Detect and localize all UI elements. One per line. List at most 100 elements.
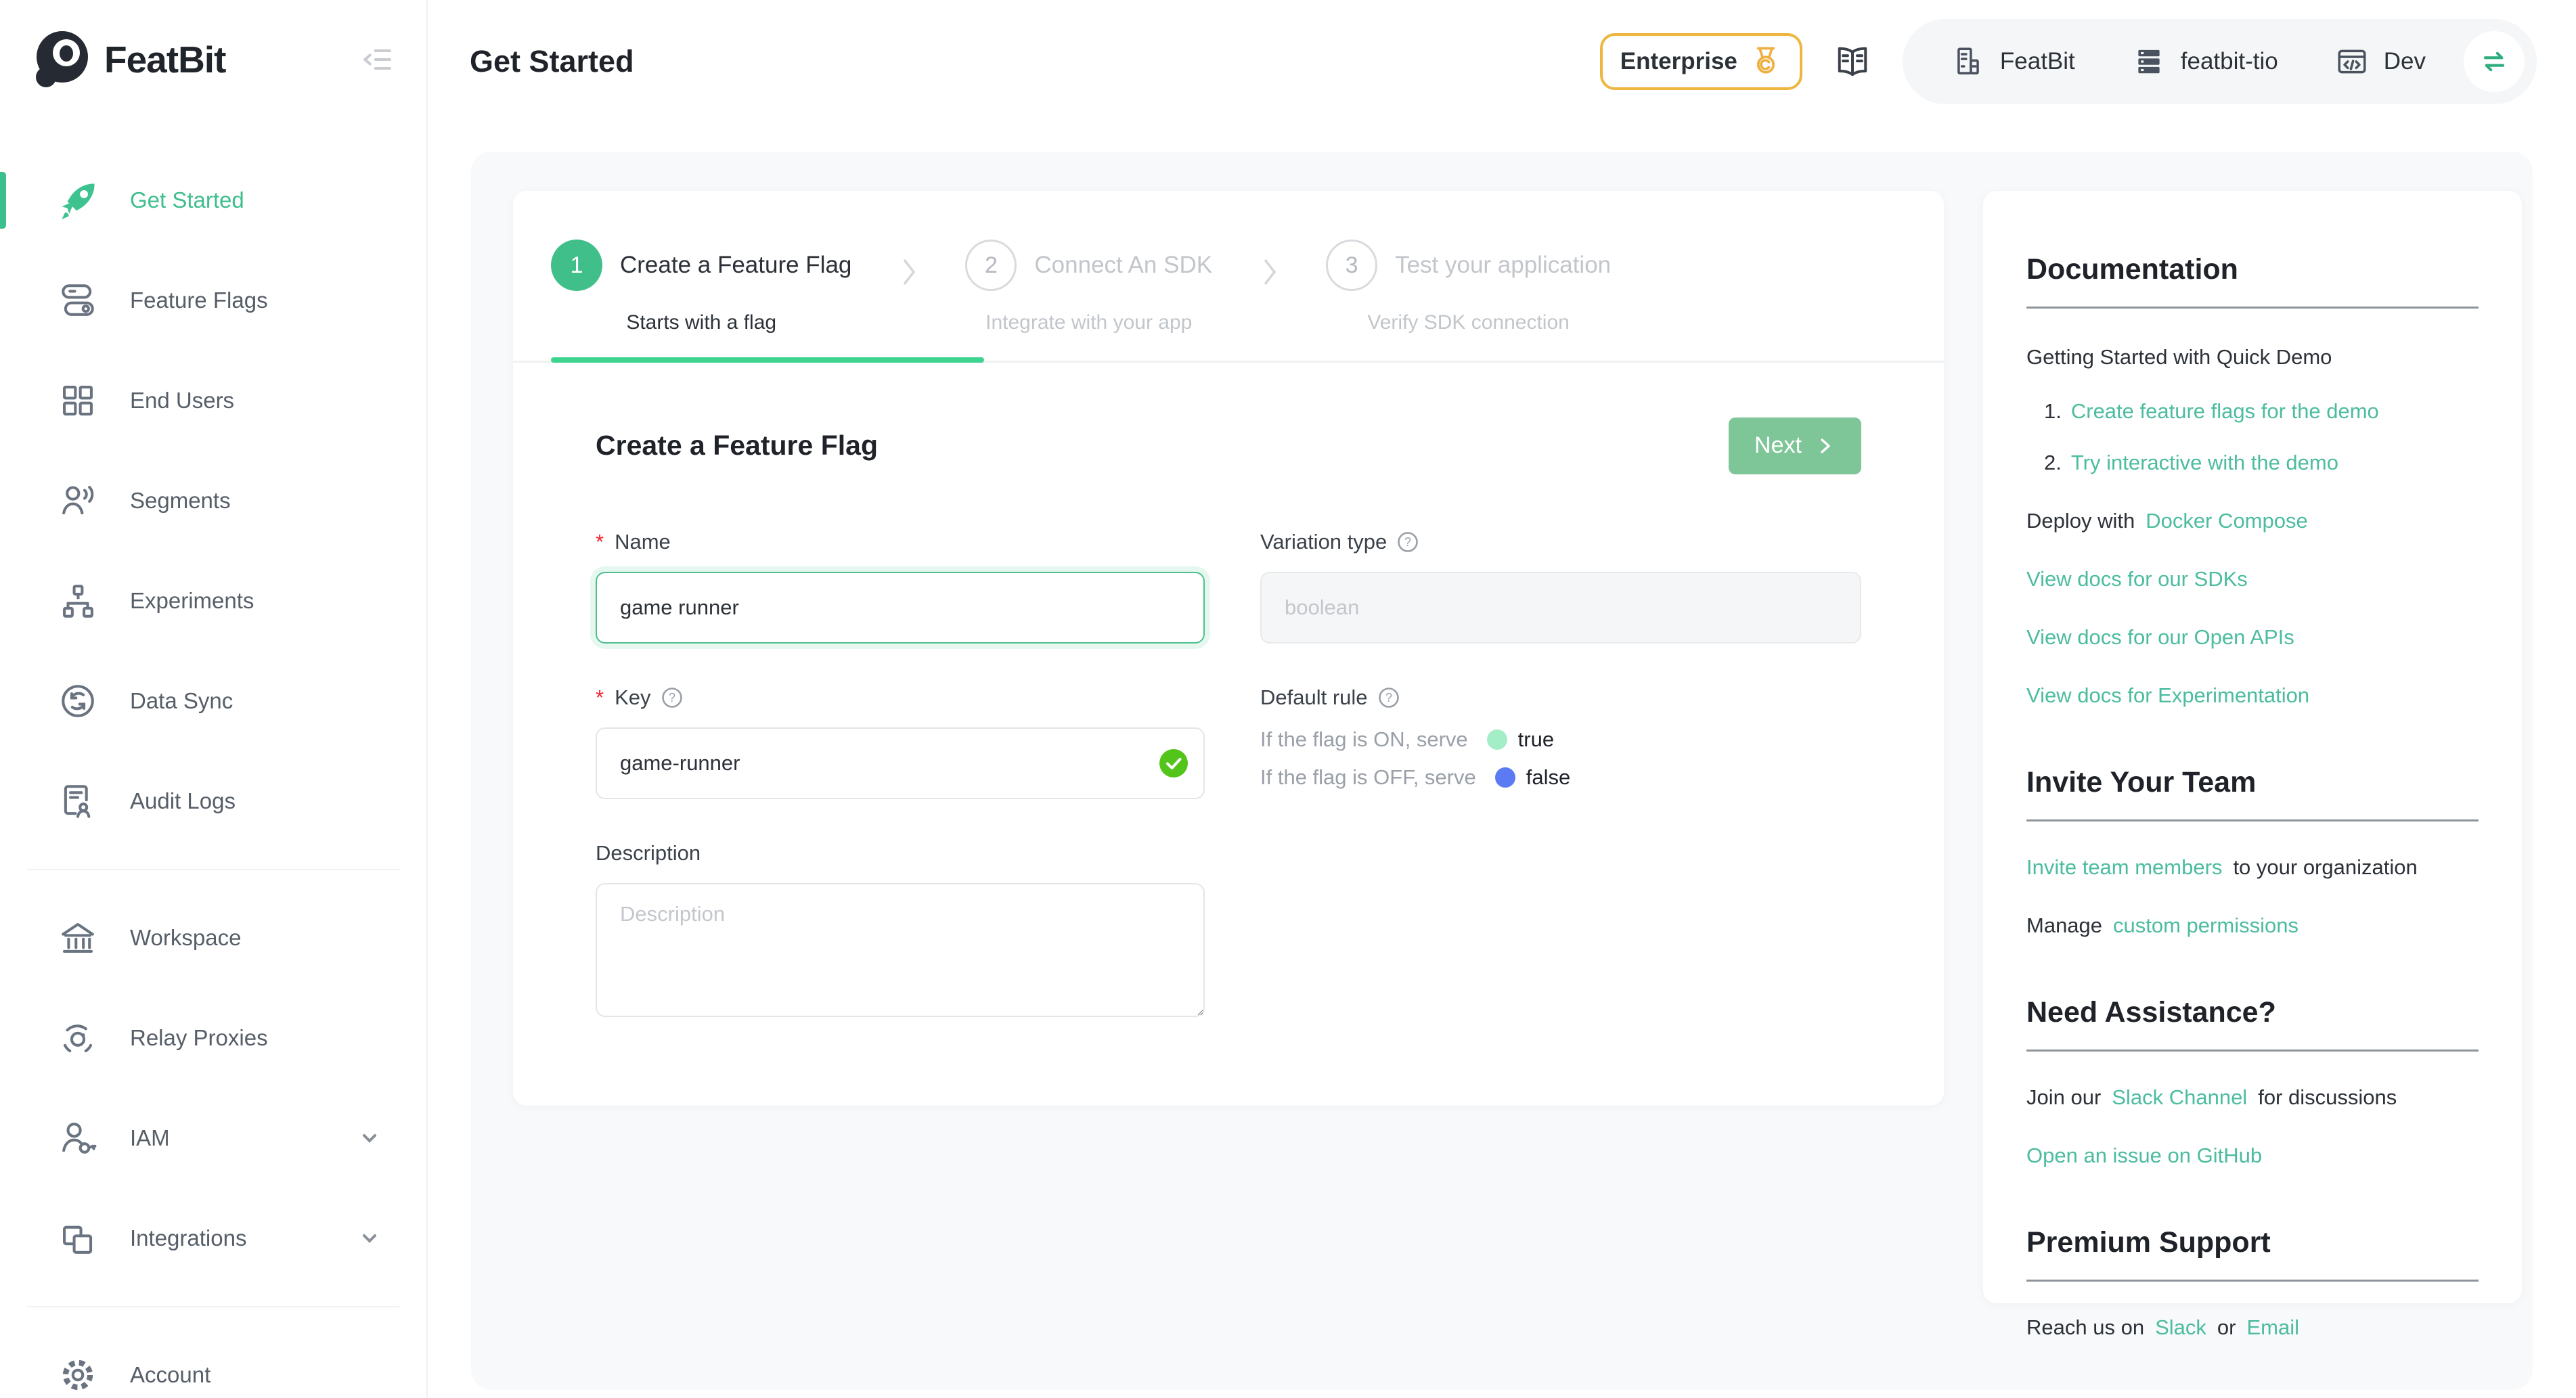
switch-scope-button[interactable] [2464,31,2525,92]
key-help-icon[interactable]: ? [661,686,684,709]
sidebar-item-account[interactable]: Account [0,1341,426,1398]
sidebar-item-feature-flags[interactable]: Feature Flags [0,267,426,334]
sidebar-item-iam[interactable]: IAM [0,1104,426,1172]
environment-switcher[interactable]: Dev [2307,45,2454,78]
description-field: Description [596,841,1205,1020]
project-switcher[interactable]: featbit-tio [2104,45,2307,78]
try-demo-link[interactable]: Try interactive with the demo [2070,451,2338,474]
featbit-logo-icon [30,27,95,92]
join-suffix: for discussions [2258,1085,2397,1109]
svg-text:?: ? [1404,535,1411,549]
sidebar-item-data-sync[interactable]: Data Sync [0,667,426,735]
step-subtitle: Integrate with your app [985,311,1193,334]
stepper-chevron-icon [893,250,923,294]
step-number: 1 [551,240,602,291]
sidebar-item-end-users[interactable]: End Users [0,367,426,434]
organization-switcher[interactable]: FeatBit [1923,45,2104,78]
slack-line: Join our Slack Channel for discussions [2026,1085,2479,1110]
experimentation-docs-link[interactable]: View docs for Experimentation [2026,683,2310,707]
rule-off-value: false [1526,765,1571,789]
quick-demo-heading: Getting Started with Quick Demo [2026,345,2332,369]
header-right-cluster: Enterprise [1599,19,2537,104]
rule-off-condition: If the flag is OFF, serve [1260,765,1476,789]
sidebar-collapse-icon[interactable] [360,42,395,77]
variation-type-label: Variation type [1260,530,1387,554]
enterprise-plan-badge[interactable]: Enterprise [1599,33,1802,90]
sidebar-item-label: IAM [130,1125,170,1150]
rule-on-value: true [1517,727,1555,751]
sidebar-item-label: Account [130,1362,211,1387]
docker-compose-link[interactable]: Docker Compose [2146,509,2308,533]
permissions-line: Manage custom permissions [2026,914,2479,938]
invite-members-link[interactable]: Invite team members [2026,855,2223,879]
step-test-application[interactable]: 3 Test your application Verify SDK conne… [1326,240,1611,334]
sidebar-item-integrations[interactable]: Integrations [0,1204,426,1272]
description-label: Description [596,841,701,865]
sidebar-item-workspace[interactable]: Workspace [0,904,426,972]
sidebar-divider [27,1306,399,1307]
medal-icon [1750,45,1782,78]
top-header: Get Started Enterprise [429,0,2576,123]
join-prefix: Join our [2026,1085,2102,1109]
project-name: featbit-tio [2180,48,2278,74]
docs-book-icon[interactable] [1834,43,1871,81]
sidebar-item-relay-proxies[interactable]: Relay Proxies [0,1004,426,1072]
list-number: 1. [2044,399,2062,423]
workspace-bank-icon [58,918,97,957]
step-connect-sdk[interactable]: 2 Connect An SDK Integrate with your app [965,240,1212,334]
step-subtitle: Verify SDK connection [1367,311,1570,334]
open-api-docs-link[interactable]: View docs for our Open APIs [2026,625,2294,649]
onboarding-stepper: 1 Create a Feature Flag Starts with a fl… [513,191,1944,363]
step-create-feature-flag[interactable]: 1 Create a Feature Flag Starts with a fl… [551,240,851,334]
create-flag-card: 1 Create a Feature Flag Starts with a fl… [513,191,1944,1106]
sidebar-item-experiments[interactable]: Experiments [0,567,426,635]
rule-on-line: If the flag is ON, serve true [1260,727,1861,752]
slack-channel-link[interactable]: Slack Channel [2112,1085,2248,1109]
key-input[interactable] [596,727,1205,799]
premium-email-link[interactable]: Email [2246,1315,2299,1339]
sidebar: FeatBit Get Started [0,0,428,1398]
svg-text:?: ? [668,691,675,704]
next-button[interactable]: Next [1729,417,1861,474]
sidebar-divider [27,869,399,870]
premium-slack-link[interactable]: Slack [2155,1315,2206,1339]
variation-type-input[interactable] [1260,572,1861,644]
content-panel: 1 Create a Feature Flag Starts with a fl… [471,152,2533,1390]
name-field: * Name [596,530,1205,644]
code-window-icon [2335,45,2369,78]
quick-demo-item: 2. Try interactive with the demo [2044,451,2479,475]
step-title: Create a Feature Flag [620,252,852,278]
sdk-docs-link[interactable]: View docs for our SDKs [2026,567,2248,591]
step-subtitle: Starts with a flag [626,311,777,334]
invite-line: Invite team members to your organization [2026,855,2479,880]
reach-prefix: Reach us on [2026,1315,2145,1339]
invite-suffix: to your organization [2233,855,2418,879]
sidebar-item-label: Relay Proxies [130,1025,268,1050]
rule-off-line: If the flag is OFF, serve false [1260,765,1861,790]
description-textarea[interactable] [596,883,1205,1017]
manage-prefix: Manage [2026,914,2103,937]
github-issue-link[interactable]: Open an issue on GitHub [2026,1144,2263,1167]
step-title: Test your application [1395,252,1612,278]
name-input[interactable] [596,572,1205,644]
create-flag-form: Create a Feature Flag Next * Name [513,402,1944,1020]
false-variation-dot [1494,767,1515,788]
default-rule-help-icon[interactable]: ? [1377,686,1400,709]
active-step-underline [551,357,984,363]
relay-proxy-icon [58,1018,97,1058]
premium-support-title: Premium Support [2026,1226,2271,1259]
sidebar-item-audit-logs[interactable]: Audit Logs [0,767,426,835]
create-demo-flags-link[interactable]: Create feature flags for the demo [2070,399,2379,423]
custom-permissions-link[interactable]: custom permissions [2113,914,2299,937]
deploy-line: Deploy with Docker Compose [2026,509,2479,533]
stepper-chevron-icon [1254,250,1284,294]
iam-user-key-icon [58,1119,97,1158]
required-mark: * [596,530,604,554]
sidebar-item-segments[interactable]: Segments [0,467,426,535]
sidebar-item-get-started[interactable]: Get Started [0,166,426,234]
key-field: * Key ? [596,685,1205,799]
gear-icon [58,1355,97,1395]
svg-text:?: ? [1385,691,1392,704]
variation-type-help-icon[interactable]: ? [1396,531,1419,554]
sidebar-item-label: Experiments [130,588,254,613]
